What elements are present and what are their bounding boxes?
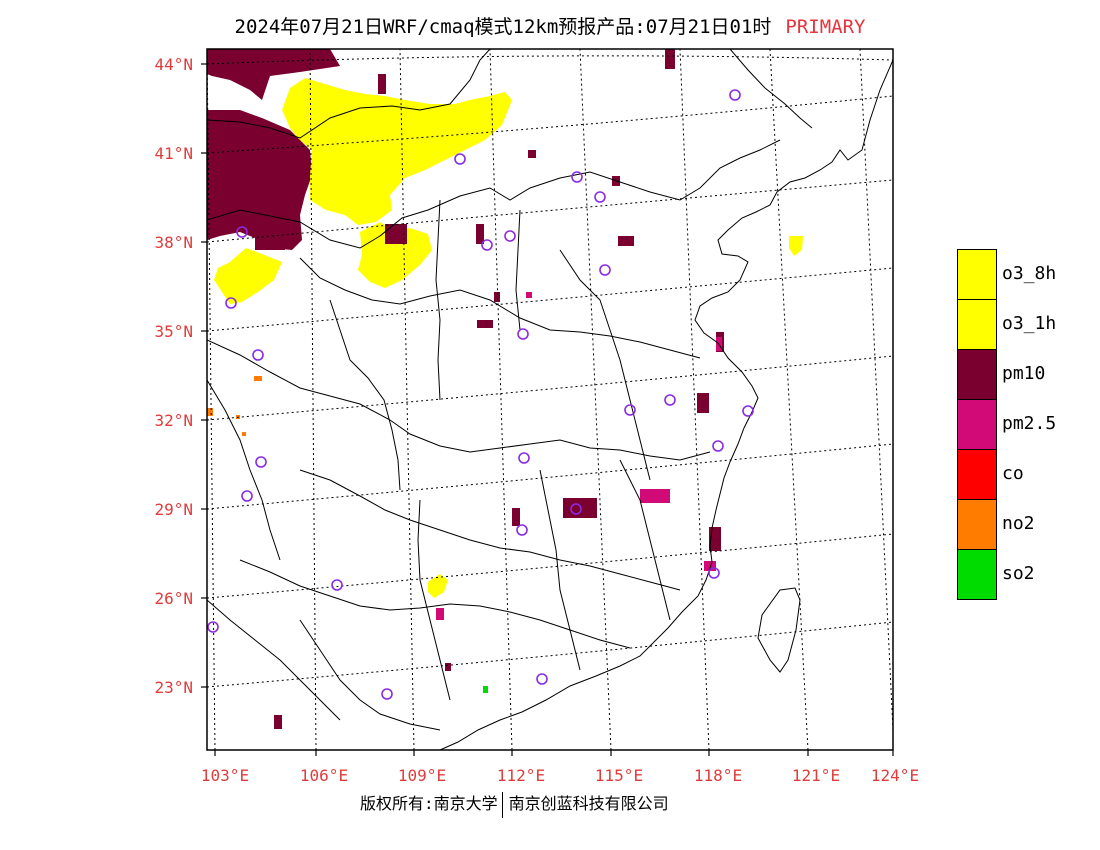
legend-item-so2: so2 xyxy=(957,549,1097,600)
lon-label-124: 124°E xyxy=(870,766,920,785)
lat-label-35: 35°N xyxy=(154,322,193,341)
so2-spots xyxy=(483,686,488,693)
legend-label: o3_8h xyxy=(1002,263,1057,284)
lon-label-106: 106°E xyxy=(299,766,349,785)
footer-separator xyxy=(501,791,503,818)
lon-label-121: 121°E xyxy=(791,766,841,785)
legend-swatch xyxy=(957,449,997,500)
legend-label: no2 xyxy=(1002,513,1035,534)
lat-label-44: 44°N xyxy=(154,55,193,74)
pm25-spots xyxy=(436,292,722,620)
legend-label: pm10 xyxy=(1002,363,1046,384)
lat-label-38: 38°N xyxy=(154,233,193,252)
lat-label-23: 23°N xyxy=(154,678,193,697)
legend-label: o3_1h xyxy=(1002,313,1057,334)
lat-label-32: 32°N xyxy=(154,411,193,430)
legend-item-co: co xyxy=(957,449,1097,500)
title-primary-tag: PRIMARY xyxy=(785,16,866,38)
lon-label-112: 112°E xyxy=(496,766,546,785)
map-title: 2024年07月21日WRF/cmaq模式12km预报产品:07月21日01时 P… xyxy=(0,12,1100,39)
legend-label: pm2.5 xyxy=(1002,413,1057,434)
legend-swatch xyxy=(957,399,997,450)
legend-swatch xyxy=(957,349,997,400)
station-markers xyxy=(207,89,754,700)
lon-label-115: 115°E xyxy=(594,766,644,785)
map-frame xyxy=(206,48,894,751)
axis-ticks xyxy=(201,63,894,756)
lat-label-29: 29°N xyxy=(154,500,193,519)
legend-swatch xyxy=(957,299,997,350)
legend-label: so2 xyxy=(1002,563,1035,584)
lat-label-26: 26°N xyxy=(154,589,193,608)
legend-item-no2: no2 xyxy=(957,499,1097,550)
title-main: 2024年07月21日WRF/cmaq模式12km预报产品:07月21日01时 xyxy=(234,16,772,38)
legend-item-o3-1h: o3_1h xyxy=(957,299,1097,350)
lon-label-103: 103°E xyxy=(200,766,250,785)
lat-label-41: 41°N xyxy=(154,144,193,163)
copyright-footer: 版权所有:南京大学 南京创蓝科技有限公司 xyxy=(360,790,669,818)
no2-spots xyxy=(207,376,262,436)
copyright-company: 南京创蓝科技有限公司 xyxy=(508,794,669,813)
copyright-owner: 版权所有:南京大学 xyxy=(360,794,498,813)
coastline-and-borders xyxy=(207,49,893,750)
legend-swatch xyxy=(957,249,997,300)
lon-label-109: 109°E xyxy=(397,766,447,785)
legend-item-o3-8h: o3_8h xyxy=(957,249,1097,300)
legend-label: co xyxy=(1002,463,1024,484)
legend-item-pm25: pm2.5 xyxy=(957,399,1097,450)
lon-label-118: 118°E xyxy=(693,766,743,785)
legend-item-pm10: pm10 xyxy=(957,349,1097,400)
graticule xyxy=(207,49,893,750)
pollutant-legend: o3_8h o3_1h pm10 pm2.5 co no2 so2 xyxy=(957,249,1097,600)
pm10-region-northwest xyxy=(207,49,340,250)
legend-swatch xyxy=(957,499,997,550)
legend-swatch xyxy=(957,549,997,600)
